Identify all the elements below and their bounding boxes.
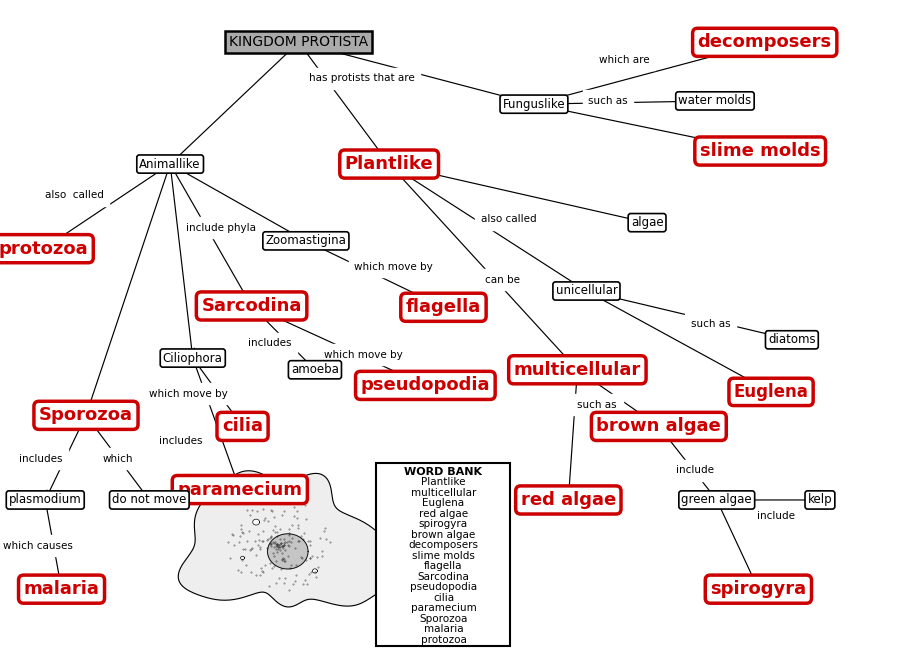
Text: Plantlike: Plantlike bbox=[421, 477, 466, 487]
Text: brown algae: brown algae bbox=[596, 417, 721, 436]
Text: red algae: red algae bbox=[520, 491, 616, 509]
Text: brown algae: brown algae bbox=[412, 530, 475, 540]
Text: decomposers: decomposers bbox=[698, 33, 832, 51]
Text: do not move: do not move bbox=[112, 493, 186, 506]
Text: flagella: flagella bbox=[424, 561, 462, 571]
Text: Sporozoa: Sporozoa bbox=[419, 614, 468, 624]
Text: decomposers: decomposers bbox=[408, 540, 479, 550]
Text: amoeba: amoeba bbox=[291, 363, 338, 376]
Text: WORD BANK: WORD BANK bbox=[405, 467, 482, 477]
Text: Sarcodina: Sarcodina bbox=[417, 572, 470, 582]
Text: spirogyra: spirogyra bbox=[710, 580, 806, 598]
Polygon shape bbox=[268, 534, 308, 569]
Text: Euglena: Euglena bbox=[423, 498, 464, 508]
Text: spirogyra: spirogyra bbox=[419, 519, 468, 529]
Text: pseudopodia: pseudopodia bbox=[360, 376, 491, 395]
Text: such as: such as bbox=[588, 96, 628, 106]
Text: include: include bbox=[676, 465, 714, 475]
Text: which move by: which move by bbox=[324, 350, 404, 360]
Text: protozoa: protozoa bbox=[0, 240, 89, 258]
Text: pseudopodia: pseudopodia bbox=[410, 582, 477, 592]
Text: also  called: also called bbox=[44, 190, 104, 201]
Text: include: include bbox=[757, 510, 795, 521]
Text: such as: such as bbox=[691, 319, 730, 329]
Text: include phyla: include phyla bbox=[186, 223, 256, 233]
Text: green algae: green algae bbox=[681, 493, 752, 506]
Text: Ciliophora: Ciliophora bbox=[163, 352, 223, 365]
Text: unicellular: unicellular bbox=[556, 284, 617, 298]
Text: slime molds: slime molds bbox=[700, 142, 821, 160]
Polygon shape bbox=[241, 556, 244, 560]
Text: which move by: which move by bbox=[148, 389, 228, 399]
Text: multicellular: multicellular bbox=[411, 488, 476, 498]
Text: multicellular: multicellular bbox=[514, 361, 641, 379]
Text: red algae: red algae bbox=[419, 508, 468, 519]
Text: Funguslike: Funguslike bbox=[502, 98, 566, 111]
Text: cilia: cilia bbox=[222, 417, 263, 436]
Text: malaria: malaria bbox=[24, 580, 100, 598]
Polygon shape bbox=[178, 471, 394, 607]
Polygon shape bbox=[252, 519, 260, 525]
Text: such as: such as bbox=[577, 400, 617, 410]
Text: water molds: water molds bbox=[679, 94, 751, 107]
Text: malaria: malaria bbox=[424, 624, 463, 634]
Bar bbox=[376, 463, 510, 646]
Polygon shape bbox=[312, 569, 318, 573]
Text: includes: includes bbox=[19, 454, 62, 464]
Text: algae: algae bbox=[631, 216, 663, 229]
Text: can be: can be bbox=[485, 275, 519, 285]
Text: paramecium: paramecium bbox=[411, 603, 476, 613]
Text: Sarcodina: Sarcodina bbox=[202, 297, 301, 315]
Text: which move by: which move by bbox=[354, 262, 433, 272]
Text: Sporozoa: Sporozoa bbox=[39, 406, 133, 424]
Text: Plantlike: Plantlike bbox=[345, 155, 433, 173]
Text: Zoomastigina: Zoomastigina bbox=[265, 234, 347, 247]
Text: slime molds: slime molds bbox=[412, 551, 475, 561]
Text: diatoms: diatoms bbox=[768, 333, 815, 346]
Text: flagella: flagella bbox=[405, 298, 481, 316]
Text: which: which bbox=[102, 454, 133, 464]
Text: has protists that are: has protists that are bbox=[310, 73, 414, 83]
Text: cilia: cilia bbox=[433, 592, 454, 603]
Text: KINGDOM PROTISTA: KINGDOM PROTISTA bbox=[229, 35, 368, 49]
Text: protozoa: protozoa bbox=[421, 635, 466, 644]
Text: includes: includes bbox=[248, 338, 291, 348]
Text: also called: also called bbox=[481, 214, 537, 225]
Text: which causes: which causes bbox=[3, 540, 73, 551]
Text: includes: includes bbox=[159, 436, 203, 447]
Text: Animallike: Animallike bbox=[139, 158, 201, 171]
Text: kelp: kelp bbox=[807, 493, 833, 506]
Text: which are: which are bbox=[599, 55, 650, 65]
Text: plasmodium: plasmodium bbox=[9, 493, 81, 506]
Text: paramecium: paramecium bbox=[177, 480, 302, 499]
Text: Euglena: Euglena bbox=[734, 383, 808, 401]
